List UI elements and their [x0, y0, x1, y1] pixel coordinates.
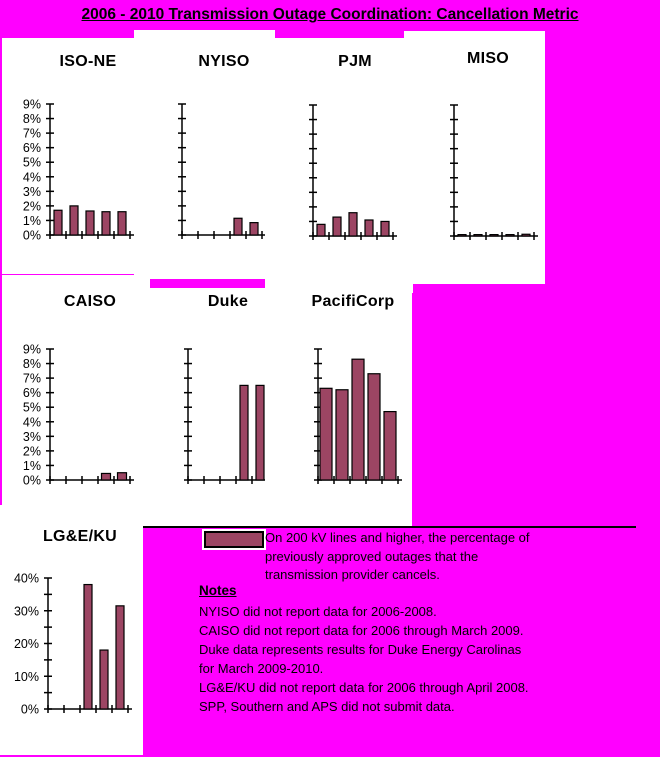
bar-2009	[505, 234, 515, 237]
legend-swatch-color	[204, 531, 264, 548]
bar-2009	[101, 211, 111, 236]
y-axis-label: 5%	[23, 156, 41, 170]
legend-swatch	[202, 529, 266, 550]
y-axis-label: 0%	[23, 229, 41, 243]
bar-2006	[457, 234, 467, 237]
note-line: NYISO did not report data for 2006-2008.	[199, 604, 437, 619]
bar-2006	[319, 387, 333, 481]
y-axis-label: 3%	[23, 430, 41, 444]
pacificorp-panel: PacifiCorp	[265, 292, 412, 528]
bar-2009	[239, 384, 249, 481]
legend-line: On 200 kV lines and higher, the percenta…	[265, 530, 530, 545]
note-line: Duke data represents results for Duke En…	[199, 642, 522, 657]
nyiso-panel: NYISO	[134, 30, 275, 279]
bar-2007	[332, 216, 342, 237]
iso-ne-panel: ISO-NE 0% 1% 2% 3% 4% 5% 6% 7% 8% 9%	[2, 38, 150, 274]
bar-2010	[380, 220, 390, 237]
bar-2008	[83, 583, 93, 710]
bar-2007	[335, 389, 349, 481]
y-axis-label: 2%	[23, 199, 41, 213]
y-axis-label: 3%	[23, 185, 41, 199]
pjm-chart	[309, 104, 397, 240]
nyiso-chart-title: NYISO	[198, 53, 250, 70]
notes-section: Notes NYISO did not report data for 2006…	[199, 581, 629, 716]
y-axis-label: 6%	[23, 141, 41, 155]
bar-2010	[383, 410, 397, 481]
caiso-panel: CAISO 0% 1% 2% 3% 4% 5% 6% 7% 8% 9%	[2, 275, 150, 506]
nyiso-chart	[178, 103, 266, 239]
caiso-chart-title: CAISO	[63, 293, 117, 310]
y-axis-label: 6%	[23, 386, 41, 400]
pacificorp-chart-title: PacifiCorp	[311, 293, 395, 310]
bar-2010	[255, 384, 265, 481]
duke-chart	[184, 348, 272, 484]
bar-2009	[233, 217, 243, 236]
notes-box-top-border	[143, 526, 636, 528]
y-axis-label: 8%	[23, 357, 41, 371]
bar-2008	[85, 210, 95, 236]
iso-ne-chart-title: ISO-NE	[59, 53, 117, 70]
y-axis-label: 10%	[14, 670, 39, 684]
legend-text: On 200 kV lines and higher, the percenta…	[265, 529, 555, 585]
bar-2010	[521, 233, 531, 237]
bar-2010	[117, 211, 127, 236]
bar-2009	[99, 649, 109, 710]
iso-ne-chart: 0%1%2%3%4%5%6%7%8%9%	[23, 98, 134, 243]
y-axis-label: 9%	[23, 98, 41, 112]
lgeku-chart-title: LG&E/KU	[42, 528, 118, 545]
note-line: for March 2009-2010.	[199, 661, 324, 676]
y-axis-label: 1%	[23, 214, 41, 228]
y-axis-label: 9%	[23, 343, 41, 357]
legend-line: previously approved outages that the	[265, 548, 479, 564]
y-axis-label: 7%	[23, 372, 41, 386]
legend-line: transmission provider cancels.	[265, 567, 440, 582]
y-axis-label: 0%	[23, 474, 41, 488]
bar-2010	[249, 222, 259, 236]
y-axis-label: 30%	[14, 604, 39, 618]
bar-2009	[364, 219, 374, 237]
y-axis-label: 4%	[23, 170, 41, 184]
caiso-chart: 0%1%2%3%4%5%6%7%8%9%	[23, 343, 134, 488]
miso-panel: MISO	[404, 31, 545, 284]
y-axis-label: 20%	[14, 637, 39, 651]
y-axis-label: 2%	[23, 444, 41, 458]
note-line: LG&E/KU did not report data for 2006 thr…	[199, 680, 529, 695]
bar-2010	[115, 605, 125, 710]
bar-2009	[100, 472, 112, 481]
miso-chart-title: MISO	[466, 50, 510, 67]
y-axis-label: 1%	[23, 459, 41, 473]
y-axis-label: 5%	[23, 401, 41, 415]
y-axis-label: 40%	[14, 572, 39, 586]
bar-2006	[316, 223, 326, 237]
bar-2007	[69, 205, 79, 236]
y-axis-label: 8%	[23, 112, 41, 126]
lgeku-chart: 0% 10% 20% 30% 40%	[14, 572, 132, 717]
y-axis-label: 4%	[23, 415, 41, 429]
bar-2008	[489, 234, 499, 237]
pjm-panel: PJM	[265, 38, 413, 293]
bar-2008	[351, 358, 365, 481]
miso-chart	[450, 104, 538, 240]
duke-chart-title: Duke	[207, 293, 249, 310]
page-title: 2006 - 2010 Transmission Outage Coordina…	[81, 6, 579, 23]
note-line: CAISO did not report data for 2006 throu…	[199, 623, 524, 638]
bar-2009	[367, 373, 381, 481]
pjm-chart-title: PJM	[338, 53, 372, 70]
notes-heading: Notes	[199, 583, 237, 598]
y-axis-label: 0%	[21, 703, 39, 717]
bar-2006	[53, 209, 63, 236]
bar-2010	[116, 472, 128, 481]
bar-2007	[473, 234, 483, 237]
pacificorp-chart	[314, 348, 402, 484]
bar-2008	[348, 212, 358, 237]
y-axis-label: 7%	[23, 127, 41, 141]
duke-panel: Duke	[139, 288, 272, 528]
note-line: SPP, Southern and APS did not submit dat…	[199, 699, 455, 714]
lgeku-panel: LG&E/KU 0% 10% 20% 30% 40%	[0, 505, 143, 755]
